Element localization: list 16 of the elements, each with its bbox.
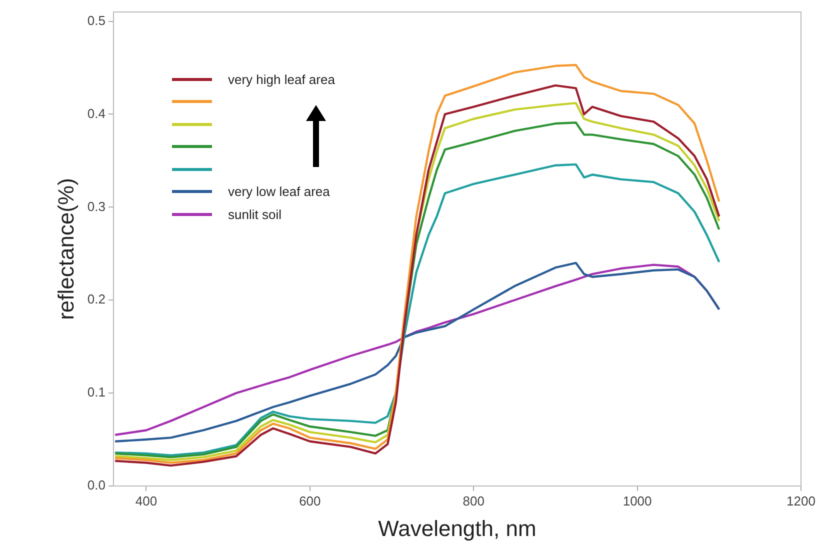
y-tick-label: 0.5 — [87, 12, 106, 28]
x-tick-label: 400 — [135, 493, 158, 508]
y-tick-label: 0.4 — [87, 106, 106, 121]
y-tick-label: 0.3 — [87, 198, 106, 214]
x-tick-label: 600 — [299, 493, 321, 508]
legend-label: very high leaf area — [228, 72, 335, 87]
x-tick-label: 800 — [462, 493, 484, 508]
y-tick-label: 0.1 — [87, 384, 106, 400]
x-tick-label: 1200 — [786, 493, 816, 508]
y-axis-title: reflectance(%) — [53, 178, 78, 320]
legend-label: sunlit soil — [228, 206, 282, 222]
legend-label: very low leaf area — [228, 184, 330, 200]
x-tick-label: 1000 — [622, 493, 652, 508]
y-tick-label: 0.0 — [87, 478, 106, 493]
x-axis-title: Wavelength, nm — [378, 516, 536, 541]
y-tick-label: 0.2 — [87, 292, 106, 307]
